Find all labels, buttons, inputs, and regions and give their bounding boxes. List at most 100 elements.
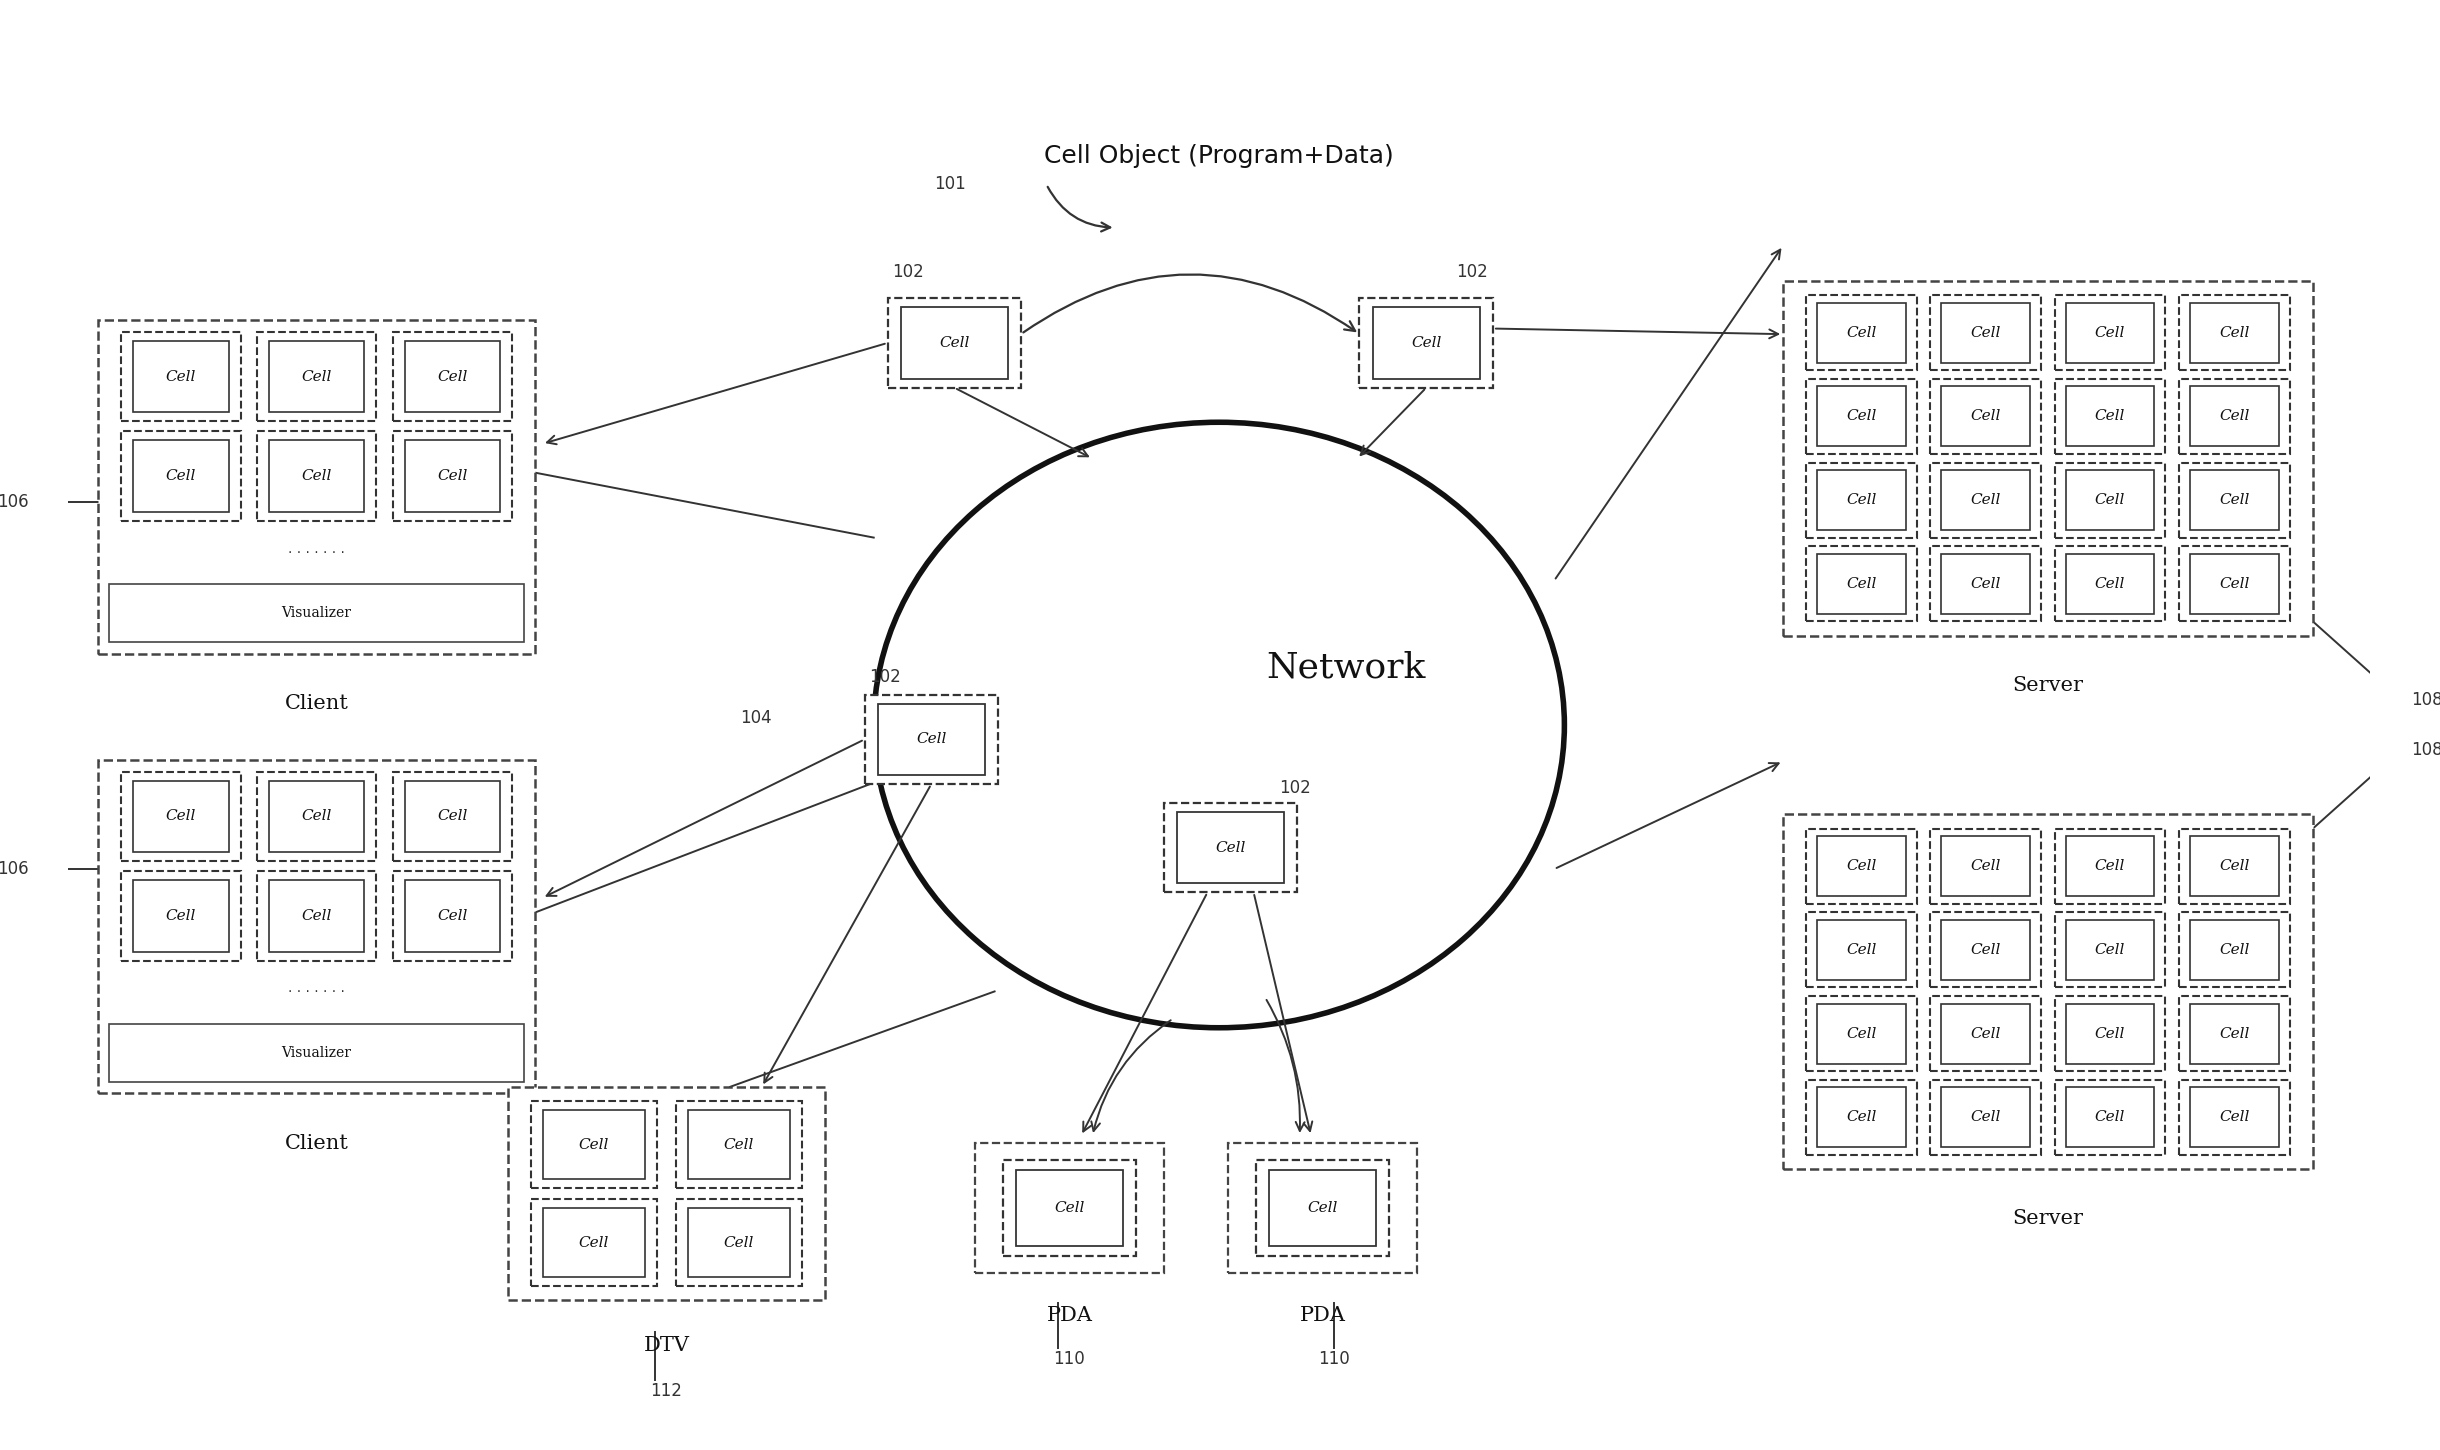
Text: Network: Network	[1266, 651, 1425, 684]
Text: PDA: PDA	[1301, 1306, 1344, 1325]
Bar	[405, 341, 500, 412]
Bar	[1942, 837, 2030, 896]
Text: Cell: Cell	[2096, 493, 2125, 508]
Text: 110: 110	[1318, 1350, 1349, 1369]
Text: Cell: Cell	[725, 1235, 754, 1250]
Bar	[1942, 919, 2030, 980]
Text: Cell: Cell	[166, 470, 195, 483]
Text: Cell: Cell	[2218, 577, 2250, 590]
Text: Client: Client	[285, 1134, 349, 1153]
Bar	[2179, 296, 2289, 370]
Bar	[1818, 919, 1906, 980]
Bar	[393, 332, 512, 422]
Text: Cell: Cell	[2218, 942, 2250, 957]
Bar	[1930, 547, 2040, 621]
Text: · · · · · · ·: · · · · · · ·	[288, 545, 344, 560]
Text: Cell: Cell	[2096, 860, 2125, 873]
Bar	[688, 1109, 791, 1179]
Bar	[676, 1102, 803, 1188]
Bar	[98, 760, 534, 1093]
Text: Cell: Cell	[2096, 942, 2125, 957]
Bar	[1269, 1170, 1376, 1246]
Text: Cell: Cell	[939, 336, 969, 349]
Text: Cell: Cell	[303, 470, 332, 483]
Bar	[2067, 470, 2155, 531]
Bar	[268, 780, 364, 853]
Text: Cell: Cell	[166, 809, 195, 824]
Bar	[1806, 463, 1918, 538]
Bar	[393, 432, 512, 521]
Text: Cell: Cell	[1847, 1111, 1876, 1124]
Bar	[900, 307, 1008, 378]
Bar	[2179, 378, 2289, 454]
Bar	[1942, 1003, 2030, 1063]
Bar	[122, 871, 242, 960]
Text: Cell: Cell	[437, 909, 468, 922]
Text: Cell: Cell	[2218, 1111, 2250, 1124]
Text: · · · · · · ·: · · · · · · ·	[288, 985, 344, 999]
Bar	[132, 780, 229, 853]
Text: Cell: Cell	[578, 1137, 610, 1151]
FancyArrowPatch shape	[1022, 274, 1354, 332]
Bar	[1930, 829, 2040, 903]
Bar	[2054, 378, 2164, 454]
Text: 106: 106	[0, 493, 29, 510]
Text: Cell: Cell	[915, 732, 947, 747]
Bar	[1930, 378, 2040, 454]
Bar	[256, 432, 376, 521]
Bar	[2054, 1080, 2164, 1154]
Bar	[2191, 554, 2279, 613]
Text: Cell: Cell	[303, 809, 332, 824]
Text: Cell: Cell	[1308, 1201, 1337, 1215]
Bar	[110, 1024, 525, 1082]
Text: Cell: Cell	[1972, 409, 2001, 423]
Text: Visualizer: Visualizer	[281, 606, 351, 621]
Bar	[1942, 470, 2030, 531]
Text: Cell: Cell	[2218, 860, 2250, 873]
Text: Cell: Cell	[2096, 577, 2125, 590]
Bar	[1164, 803, 1298, 892]
Bar	[1003, 1160, 1137, 1256]
Bar	[1818, 470, 1906, 531]
Bar	[2179, 996, 2289, 1072]
Bar	[2067, 1003, 2155, 1063]
Text: 102: 102	[1457, 264, 1488, 281]
Bar	[864, 695, 998, 784]
Bar	[268, 341, 364, 412]
Bar	[122, 432, 242, 521]
Bar	[1784, 281, 2313, 635]
Text: Cell: Cell	[2218, 493, 2250, 508]
Bar	[2054, 829, 2164, 903]
Bar	[132, 880, 229, 951]
Bar	[1257, 1160, 1388, 1256]
Bar	[2054, 912, 2164, 987]
Text: 110: 110	[1054, 1350, 1086, 1369]
Bar	[529, 1199, 656, 1286]
Bar	[1227, 1143, 1418, 1273]
Bar	[1930, 912, 2040, 987]
Text: Cell: Cell	[1410, 336, 1442, 349]
Bar	[878, 703, 986, 776]
Text: Cell: Cell	[166, 370, 195, 384]
Bar	[2054, 463, 2164, 538]
Text: Cell: Cell	[2218, 409, 2250, 423]
Text: Cell: Cell	[1847, 409, 1876, 423]
Bar	[2191, 837, 2279, 896]
Bar	[268, 441, 364, 512]
Text: Server: Server	[2013, 1209, 2084, 1228]
Bar	[2191, 387, 2279, 447]
Bar	[1930, 463, 2040, 538]
Text: Cell: Cell	[578, 1235, 610, 1250]
Text: Cell Object (Program+Data): Cell Object (Program+Data)	[1044, 144, 1393, 168]
Bar	[2067, 919, 2155, 980]
Bar	[1942, 387, 2030, 447]
Ellipse shape	[874, 422, 1564, 1028]
Text: Cell: Cell	[1972, 1111, 2001, 1124]
Text: Server: Server	[2013, 676, 2084, 695]
Bar	[1818, 1003, 1906, 1063]
Text: Cell: Cell	[437, 370, 468, 384]
Bar	[132, 341, 229, 412]
Bar	[132, 441, 229, 512]
Text: Cell: Cell	[303, 370, 332, 384]
Bar	[688, 1208, 791, 1277]
